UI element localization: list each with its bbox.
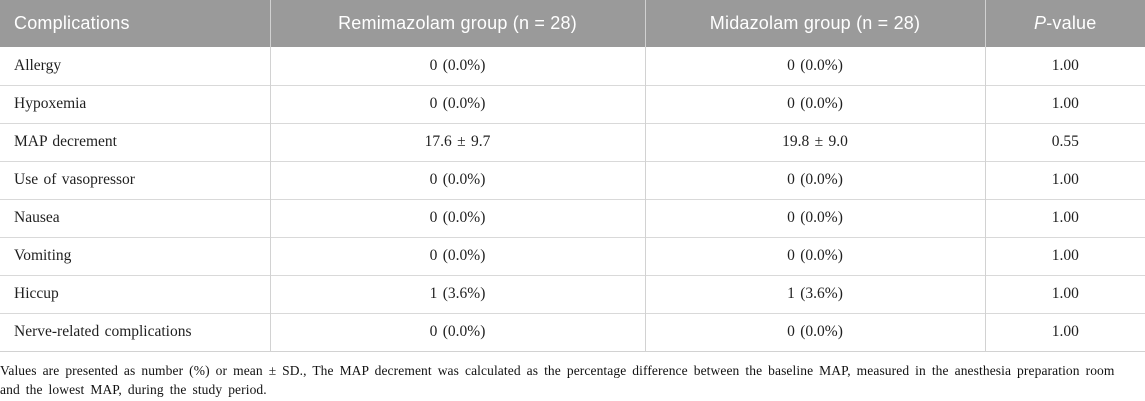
row-label: Nerve-related complications xyxy=(0,312,270,351)
column-header-complications: Complications xyxy=(0,0,270,47)
remimazolam-value: 0 (0.0%) xyxy=(269,236,645,275)
remimazolam-value: 0 (0.0%) xyxy=(269,312,645,351)
row-label: MAP decrement xyxy=(0,122,270,161)
footnote-line-2: and the lowest MAP, during the study per… xyxy=(0,381,267,397)
table-header: Complications Remimazolam group (n = 28)… xyxy=(0,0,1145,47)
column-header-midazolam: Midazolam group (n = 28) xyxy=(644,0,985,47)
row-label: Use of vasopressor xyxy=(0,160,270,199)
table-row: Allergy 0 (0.0%) 0 (0.0%) 1.00 xyxy=(0,47,1145,85)
p-value: 1.00 xyxy=(984,274,1145,313)
midazolam-value: 0 (0.0%) xyxy=(644,198,985,237)
footnote-line-1: Values are presented as number (%) or me… xyxy=(0,362,1115,378)
table-row: Vomiting 0 (0.0%) 0 (0.0%) 1.00 xyxy=(0,236,1145,275)
remimazolam-value: 17.6 ± 9.7 xyxy=(269,122,645,161)
p-value: 1.00 xyxy=(984,160,1145,199)
table-row: Nerve-related complications 0 (0.0%) 0 (… xyxy=(0,312,1145,351)
midazolam-value: 1 (3.6%) xyxy=(644,274,985,313)
p-value: 1.00 xyxy=(984,236,1145,275)
row-label: Allergy xyxy=(0,47,270,85)
table-body: Allergy 0 (0.0%) 0 (0.0%) 1.00 Hypoxemia… xyxy=(0,47,1145,351)
remimazolam-value: 1 (3.6%) xyxy=(269,274,645,313)
p-value: 1.00 xyxy=(984,198,1145,237)
table-row: Hiccup 1 (3.6%) 1 (3.6%) 1.00 xyxy=(0,274,1145,313)
row-label: Hiccup xyxy=(0,274,270,313)
row-label: Vomiting xyxy=(0,236,270,275)
remimazolam-value: 0 (0.0%) xyxy=(269,84,645,123)
table-footnote: Values are presented as number (%) or me… xyxy=(0,361,1145,399)
complications-table: Complications Remimazolam group (n = 28)… xyxy=(0,0,1145,352)
midazolam-value: 0 (0.0%) xyxy=(644,47,985,85)
remimazolam-value: 0 (0.0%) xyxy=(269,47,645,85)
table-row: MAP decrement 17.6 ± 9.7 19.8 ± 9.0 0.55 xyxy=(0,122,1145,161)
row-label: Hypoxemia xyxy=(0,84,270,123)
column-header-remimazolam: Remimazolam group (n = 28) xyxy=(269,0,645,47)
midazolam-value: 0 (0.0%) xyxy=(644,312,985,351)
p-value-italic-p: P xyxy=(1034,13,1047,33)
table-row: Hypoxemia 0 (0.0%) 0 (0.0%) 1.00 xyxy=(0,84,1145,123)
midazolam-value: 19.8 ± 9.0 xyxy=(644,122,985,161)
remimazolam-value: 0 (0.0%) xyxy=(269,198,645,237)
p-value-rest: -value xyxy=(1046,13,1097,33)
midazolam-value: 0 (0.0%) xyxy=(644,84,985,123)
p-value: 1.00 xyxy=(984,84,1145,123)
header-row: Complications Remimazolam group (n = 28)… xyxy=(0,0,1145,47)
midazolam-value: 0 (0.0%) xyxy=(644,160,985,199)
row-label: Nausea xyxy=(0,198,270,237)
remimazolam-value: 0 (0.0%) xyxy=(269,160,645,199)
table-row: Use of vasopressor 0 (0.0%) 0 (0.0%) 1.0… xyxy=(0,160,1145,199)
p-value: 1.00 xyxy=(984,47,1145,85)
p-value: 0.55 xyxy=(984,122,1145,161)
midazolam-value: 0 (0.0%) xyxy=(644,236,985,275)
table-row: Nausea 0 (0.0%) 0 (0.0%) 1.00 xyxy=(0,198,1145,237)
p-value: 1.00 xyxy=(984,312,1145,351)
column-header-pvalue: P-value xyxy=(984,0,1145,47)
